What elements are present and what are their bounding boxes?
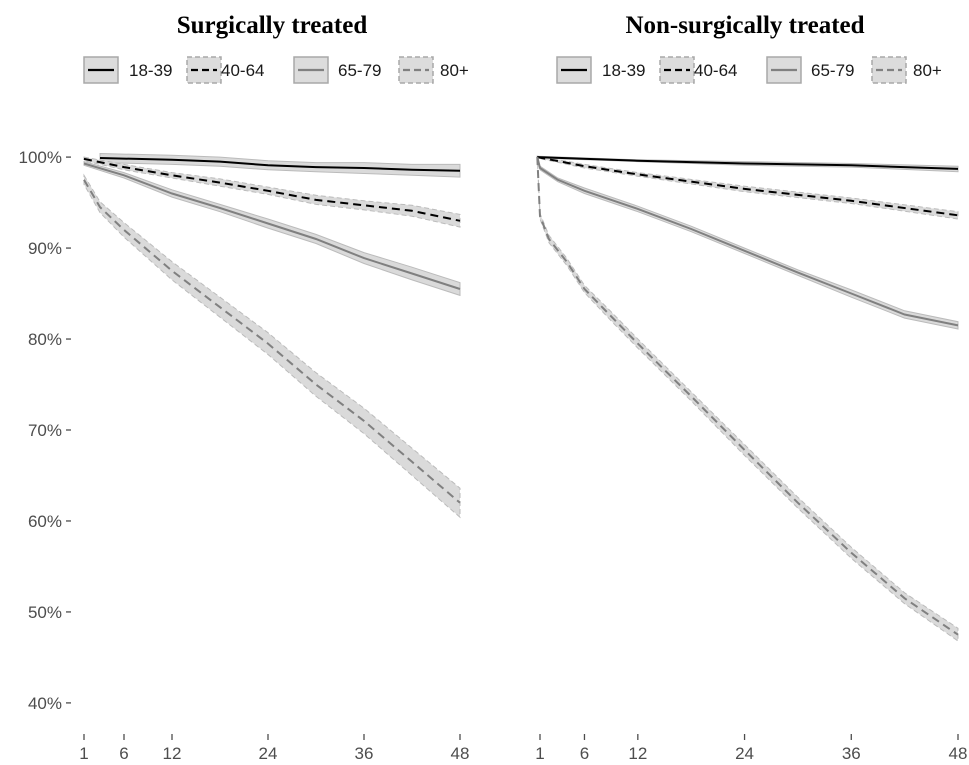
x-tick-label: 6 [119, 744, 128, 763]
legend-label-80: 80+ [913, 61, 942, 80]
ci-band-65-79 [536, 156, 959, 330]
legend-label-40-64: 40-64 [221, 61, 264, 80]
y-axis: 40% 50% 60% 70% 80% 90% 100% [19, 148, 71, 713]
x-tick-label: 6 [580, 744, 589, 763]
x-axis: 1 6 12 24 36 48 [535, 734, 967, 763]
legend-key-18-39 [556, 56, 592, 84]
x-tick-label: 48 [949, 744, 968, 763]
series-line-40-64 [537, 156, 959, 217]
ci-band-40-64 [83, 156, 461, 228]
panel-surgically-treated: Surgically treated 18-39 40-64 65-79 80+ 40% 5… [19, 12, 470, 763]
legend-label-80: 80+ [440, 61, 469, 80]
series-line-65-79 [83, 162, 461, 290]
y-tick-label: 50% [28, 603, 62, 622]
legend-label-18-39: 18-39 [129, 61, 172, 80]
legend-key-18-39 [83, 56, 119, 84]
series-line-18-39 [537, 156, 959, 170]
legend-key-80 [398, 56, 434, 84]
y-tick-label: 70% [28, 421, 62, 440]
x-tick-label: 12 [163, 744, 182, 763]
legend: 18-39 40-64 65-79 80+ [556, 56, 942, 84]
panel-title: Surgically treated [177, 12, 368, 39]
x-tick-label: 36 [842, 744, 861, 763]
ci-band-80 [536, 156, 959, 642]
x-tick-label: 24 [259, 744, 278, 763]
y-tick-label: 80% [28, 330, 62, 349]
legend-key-65-79 [293, 56, 329, 84]
x-tick-label: 12 [628, 744, 647, 763]
panel-title: Non-surgically treated [625, 12, 864, 39]
x-tick-label: 36 [355, 744, 374, 763]
series-line-18-39 [99, 157, 461, 172]
legend-key-40-64 [186, 56, 222, 84]
plot-area [83, 152, 461, 519]
series-line-80 [536, 157, 959, 636]
ci-band-40-64 [536, 155, 959, 220]
legend-label-65-79: 65-79 [338, 61, 381, 80]
y-tick-label: 40% [28, 694, 62, 713]
series-line-40-64 [83, 157, 461, 222]
legend-key-80 [871, 56, 907, 84]
panel-non-surgically-treated: Non-surgically treated 18-39 40-64 65-79 80+… [535, 12, 967, 763]
x-tick-label: 24 [735, 744, 754, 763]
series-line-80 [83, 179, 461, 504]
x-tick-label: 1 [79, 744, 88, 763]
legend-key-40-64 [659, 56, 695, 84]
y-tick-label: 100% [19, 148, 62, 167]
legend-label-18-39: 18-39 [602, 61, 645, 80]
y-tick-label: 90% [28, 239, 62, 258]
legend-label-40-64: 40-64 [694, 61, 737, 80]
x-tick-label: 1 [535, 744, 544, 763]
x-axis: 1 6 12 24 36 48 [79, 734, 469, 763]
x-tick-label: 48 [451, 744, 470, 763]
legend-label-65-79: 65-79 [811, 61, 854, 80]
y-tick-label: 60% [28, 512, 62, 531]
plot-area [536, 155, 959, 642]
series-line-65-79 [536, 156, 959, 327]
legend-key-65-79 [766, 56, 802, 84]
legend: 18-39 40-64 65-79 80+ [83, 56, 469, 84]
